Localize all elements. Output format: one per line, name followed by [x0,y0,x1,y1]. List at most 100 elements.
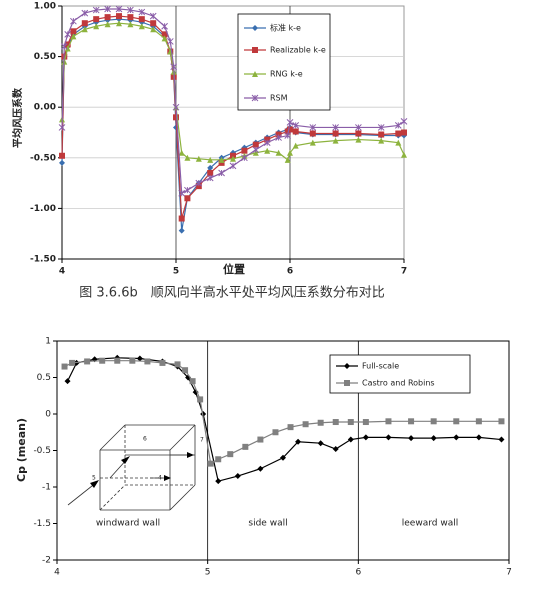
point [92,6,100,14]
series-line [61,22,405,161]
point [60,43,68,50]
point [173,114,179,121]
point [453,434,460,441]
point [241,147,248,154]
y-tick-label: -1.00 [30,204,56,214]
point [453,418,460,425]
point [59,159,65,166]
point [401,129,407,136]
point [166,38,174,45]
point [138,23,145,30]
x-tick-label: 4 [59,267,65,277]
point [104,5,111,13]
point [385,418,392,425]
point [207,169,214,176]
y-tick-label: 0.00 [34,103,56,113]
point [115,5,123,13]
point [81,9,89,17]
y-tick-label: -1.5 [33,519,51,529]
point [64,41,71,48]
point [195,155,202,162]
point [127,14,134,21]
point [81,20,88,27]
point [317,419,324,426]
point [332,419,339,426]
point [207,164,214,171]
point [362,434,369,441]
point [263,139,271,146]
point [302,421,309,428]
point [200,411,207,417]
point [174,361,181,368]
x-tick-label: 6 [287,267,293,277]
point [362,419,369,426]
annotation: side wall [248,519,287,529]
point [332,130,339,137]
point [332,124,339,131]
point [252,149,259,156]
point [230,152,236,159]
point [257,436,264,443]
point [252,25,258,31]
y-axis-label: Cp (mean) [15,418,28,482]
point [218,169,225,177]
point [378,137,385,144]
legend-label: RNG k-e [270,70,303,79]
y-tick-label: -0.5 [33,446,51,456]
point [215,456,222,463]
point [275,134,282,141]
legend-label: 标准 k-e [270,23,301,33]
inset-label: 7 [200,437,204,444]
point [395,130,402,137]
point [332,137,339,144]
point [178,189,186,197]
point [81,26,88,33]
point [197,396,204,403]
point [292,128,299,135]
point [150,20,157,27]
annotation: windward wall [96,519,160,529]
point [257,465,264,472]
caption: 图 3.6.6b 顺风向半高水平处平均风压系数分布对比 [79,285,384,301]
point [161,35,168,42]
point [275,149,282,156]
point [355,130,362,137]
point [252,141,259,148]
point [284,156,291,163]
point [332,446,339,453]
point [264,136,271,143]
point [138,16,145,23]
point [408,435,415,442]
y-tick-label: 0.5 [37,373,51,383]
point [149,12,157,20]
y-tick-label: 1 [45,337,51,347]
point [394,122,402,129]
point [234,473,241,480]
point [70,17,77,25]
legend-label: Castro and Robins [362,379,435,388]
point [284,132,292,139]
x-tick-label: 6 [355,568,361,578]
inset-diagram [67,424,196,511]
point [280,454,286,461]
point [272,429,279,436]
point [408,418,415,425]
point [64,378,71,385]
point [275,131,282,138]
point [377,124,385,131]
point [292,122,300,129]
point [116,13,122,20]
point [395,139,402,146]
point [69,359,76,366]
point [475,434,482,441]
x-tick-label: 7 [401,267,407,277]
point [184,154,191,161]
series-line [61,15,405,219]
series-line [61,8,405,195]
legend-box [237,13,331,111]
plot-area [61,5,405,260]
point [61,363,68,370]
point [129,357,136,364]
point [229,162,237,170]
point [227,451,234,458]
